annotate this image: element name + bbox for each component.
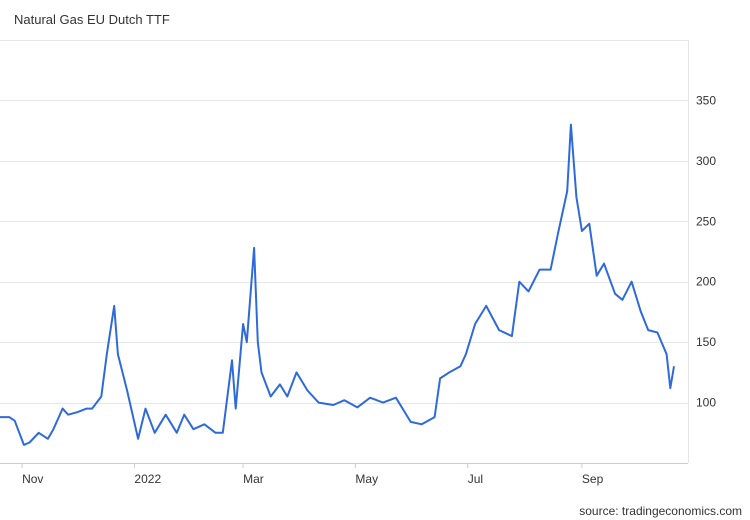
x-axis-ticks: Nov 2022 Mar May Jul Sep bbox=[21, 463, 604, 486]
series-line-layer bbox=[0, 123, 675, 446]
grid bbox=[0, 40, 689, 464]
chart-title: Natural Gas EU Dutch TTF bbox=[14, 12, 170, 27]
y-tick-label: 100 bbox=[696, 396, 716, 410]
x-tick-label: May bbox=[355, 472, 378, 486]
y-tick-label: 250 bbox=[696, 214, 716, 228]
y-tick-label: 150 bbox=[696, 335, 716, 349]
y-tick-label: 350 bbox=[696, 93, 716, 107]
x-tick-label: Mar bbox=[243, 472, 264, 486]
x-tick-label: Nov bbox=[22, 472, 43, 486]
y-tick-label: 200 bbox=[696, 275, 716, 289]
x-tick-label: Sep bbox=[582, 472, 604, 486]
source-credit: source: tradingeconomics.com bbox=[579, 504, 742, 518]
x-tick-label: Jul bbox=[468, 472, 483, 486]
series-line bbox=[0, 123, 675, 446]
x-tick-label: 2022 bbox=[134, 472, 161, 486]
y-tick-label: 300 bbox=[696, 154, 716, 168]
y-axis-ticks: 100 150 200 250 300 350 bbox=[696, 93, 716, 409]
